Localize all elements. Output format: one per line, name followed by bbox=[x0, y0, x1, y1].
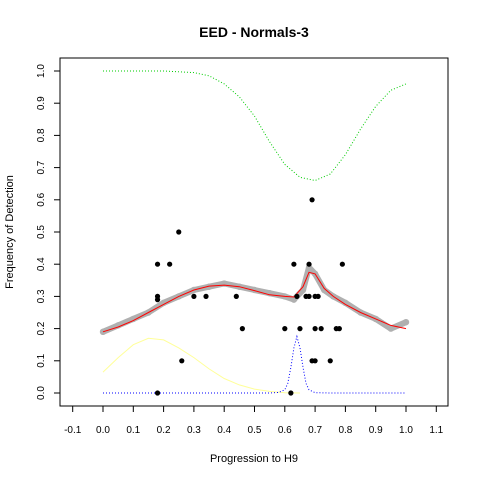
fit-line bbox=[102, 271, 407, 333]
data-point bbox=[176, 229, 182, 235]
y-tick-label: 0.8 bbox=[36, 128, 47, 142]
data-point bbox=[312, 326, 318, 332]
upper-dotted-curve bbox=[103, 70, 407, 182]
smoothed-point bbox=[320, 286, 328, 294]
x-axis-title: Progression to H9 bbox=[210, 453, 298, 465]
smoothed-point bbox=[160, 299, 167, 307]
smoothed-point bbox=[99, 328, 107, 336]
chart-title: EED - Normals-3 bbox=[199, 24, 309, 40]
x-tick-label: 0.6 bbox=[278, 425, 292, 436]
x-tick-label: 0.8 bbox=[338, 425, 352, 436]
y-tick-label: 1.0 bbox=[36, 64, 47, 78]
data-point bbox=[154, 261, 161, 267]
x-tick-label: 0.5 bbox=[248, 425, 262, 436]
blue-dotted-curve bbox=[103, 334, 406, 394]
smoothed-point bbox=[114, 322, 122, 329]
data-point bbox=[203, 293, 209, 299]
y-tick-label: 0.9 bbox=[36, 96, 47, 110]
x-tick-label: 0.2 bbox=[157, 425, 171, 436]
data-point bbox=[239, 326, 245, 332]
data-point bbox=[318, 326, 324, 332]
data-point bbox=[339, 261, 345, 267]
smoothed-point bbox=[130, 315, 137, 323]
data-point bbox=[154, 297, 161, 303]
data-point bbox=[291, 261, 297, 267]
x-tick-label: 0.1 bbox=[126, 425, 140, 436]
x-tick-label: 1.0 bbox=[399, 425, 413, 436]
data-point bbox=[297, 326, 303, 332]
x-tick-label: 0.3 bbox=[187, 425, 201, 436]
data-point bbox=[309, 197, 315, 203]
x-tick-label: 1.1 bbox=[429, 425, 443, 436]
data-point bbox=[167, 261, 173, 267]
y-tick-label: 0.6 bbox=[36, 192, 47, 206]
x-axis: -0.1 0.0 0.1 0.2 0.3 0.4 0.5 0.6 0.7 0.8 0.9 1.0 1.1 bbox=[64, 405, 444, 436]
plot-frame bbox=[59, 57, 449, 407]
data-point bbox=[327, 358, 333, 364]
data-point bbox=[191, 293, 197, 299]
smoothed-point bbox=[342, 299, 349, 307]
x-tick-label: 0.7 bbox=[308, 425, 322, 436]
smoothed-point bbox=[205, 283, 213, 290]
data-point bbox=[315, 293, 321, 299]
y-tick-label: 0.4 bbox=[36, 257, 47, 271]
plot-area bbox=[99, 70, 410, 396]
yellow-curve bbox=[102, 337, 301, 394]
x-tick-label: -0.1 bbox=[64, 425, 82, 436]
y-tick-label: 0.5 bbox=[36, 225, 47, 239]
y-axis-title: Frequency of Detection bbox=[4, 175, 16, 289]
x-tick-label: 0.4 bbox=[217, 425, 231, 436]
x-tick-label: 0.0 bbox=[96, 425, 110, 436]
data-point bbox=[306, 261, 312, 267]
y-tick-label: 0.0 bbox=[36, 386, 47, 400]
data-point bbox=[306, 293, 312, 299]
data-point bbox=[233, 293, 239, 299]
data-point bbox=[312, 358, 318, 364]
data-point bbox=[336, 326, 342, 332]
data-point bbox=[154, 390, 161, 396]
y-tick-label: 0.3 bbox=[36, 289, 47, 303]
y-axis: 0.0 0.1 0.2 0.3 0.4 0.5 0.6 0.7 0.8 0.9 1.0 bbox=[36, 64, 61, 400]
data-point bbox=[294, 293, 300, 299]
data-point bbox=[179, 358, 185, 364]
smoothed-point bbox=[387, 325, 395, 332]
y-tick-label: 0.1 bbox=[36, 353, 47, 367]
y-tick-label: 0.2 bbox=[36, 321, 47, 335]
y-tick-label: 0.7 bbox=[36, 160, 47, 174]
smoothed-band bbox=[100, 264, 409, 335]
data-point bbox=[288, 390, 294, 396]
data-point bbox=[282, 326, 288, 332]
smoothed-point bbox=[402, 318, 410, 326]
x-tick-label: 0.9 bbox=[369, 425, 383, 436]
